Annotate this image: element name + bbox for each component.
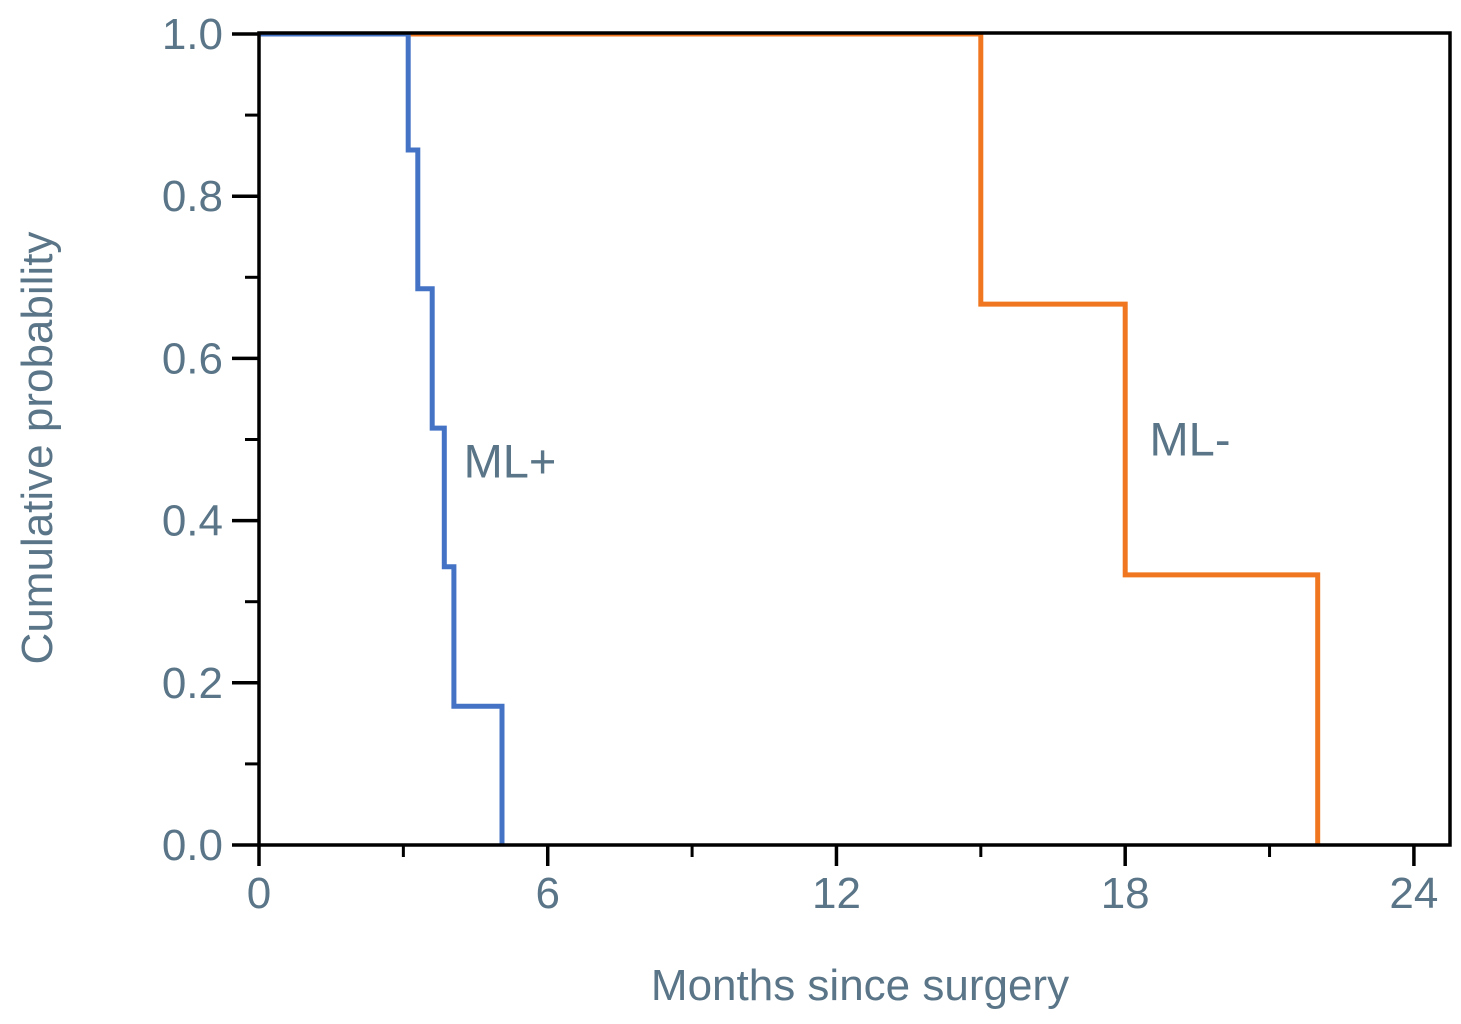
y-axis-tick-label: 0.8 bbox=[162, 172, 223, 221]
series-label-ml-plus: ML+ bbox=[463, 434, 557, 488]
x-axis-tick-label: 0 bbox=[247, 869, 271, 918]
y-axis-title: Cumulative probability bbox=[13, 231, 62, 665]
y-axis-tick-label: 0.2 bbox=[162, 659, 223, 708]
x-axis-tick-label: 6 bbox=[535, 869, 559, 918]
series-path-ml-plus bbox=[259, 31, 505, 845]
y-axis-tick-label: 0.0 bbox=[162, 821, 223, 870]
x-axis-tick-label: 24 bbox=[1389, 869, 1438, 918]
x-axis-tick-label: 12 bbox=[812, 869, 861, 918]
x-axis-title: Months since surgery bbox=[650, 961, 1070, 1010]
y-axis-tick-label: 0.6 bbox=[162, 334, 223, 383]
y-axis-tick-label: 1.0 bbox=[162, 10, 223, 59]
x-axis-tick-label: 18 bbox=[1101, 869, 1150, 918]
plot-frame bbox=[257, 31, 1452, 847]
y-axis-tick-label: 0.4 bbox=[162, 497, 223, 546]
series-label-ml-minus: ML- bbox=[1149, 412, 1231, 466]
